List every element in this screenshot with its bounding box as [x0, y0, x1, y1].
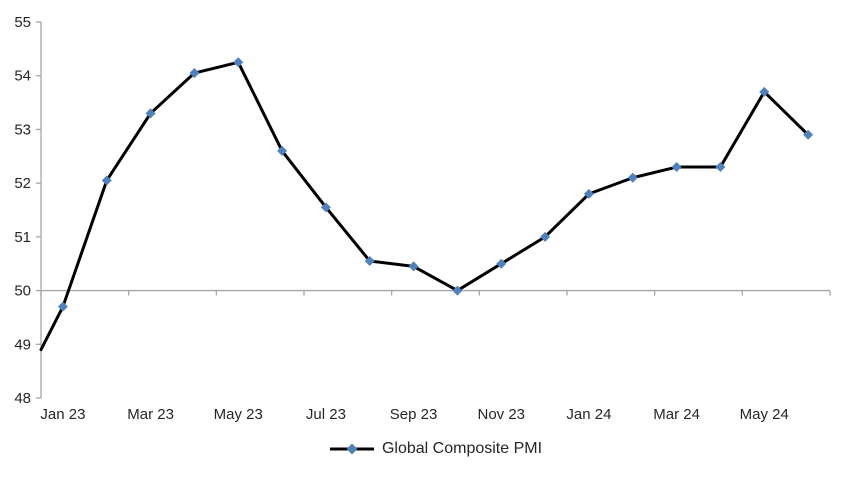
x-axis-tick-label: Jul 23 — [306, 406, 346, 423]
data-point-marker — [452, 285, 463, 296]
x-axis-tick-label: Jan 24 — [566, 406, 611, 423]
data-point-marker — [408, 261, 419, 272]
data-point-marker — [145, 108, 156, 119]
legend-line-marker-icon — [329, 443, 374, 455]
chart-legend: Global Composite PMI — [41, 440, 830, 458]
data-point-marker — [671, 162, 682, 173]
y-axis-tick-label: 54 — [14, 68, 31, 85]
y-axis-tick-label: 48 — [14, 390, 31, 407]
x-axis-tick-label: Mar 23 — [127, 406, 174, 423]
data-point-marker — [583, 188, 594, 199]
y-axis-tick-label: 52 — [14, 175, 31, 192]
data-point-marker — [189, 68, 200, 79]
data-point-marker — [627, 172, 638, 183]
y-axis-tick-label: 53 — [14, 121, 31, 138]
y-axis-tick-label: 50 — [14, 283, 31, 300]
data-point-marker — [803, 129, 814, 140]
legend-label: Global Composite PMI — [381, 440, 543, 457]
data-point-marker — [57, 301, 68, 312]
data-point-marker — [364, 256, 375, 267]
x-axis-tick-label: May 23 — [214, 406, 263, 423]
x-axis-tick-label: May 24 — [740, 406, 789, 423]
y-axis-tick-label: 55 — [14, 14, 31, 31]
data-point-marker — [715, 162, 726, 173]
data-point-marker — [759, 86, 770, 97]
y-axis-tick-label: 51 — [14, 229, 31, 246]
x-axis-tick-label: Sep 23 — [390, 406, 438, 423]
data-point-marker — [277, 145, 288, 156]
data-point-marker — [320, 202, 331, 213]
x-axis-tick-label: Nov 23 — [477, 406, 525, 423]
series-line — [39, 60, 810, 352]
y-axis-tick-label: 49 — [14, 336, 31, 353]
x-axis-tick-label: Jan 23 — [40, 406, 85, 423]
x-axis-tick-label: Mar 24 — [653, 406, 700, 423]
data-point-marker — [233, 57, 244, 68]
data-point-marker — [496, 258, 507, 269]
data-point-marker — [540, 231, 551, 242]
data-point-marker — [101, 175, 112, 186]
